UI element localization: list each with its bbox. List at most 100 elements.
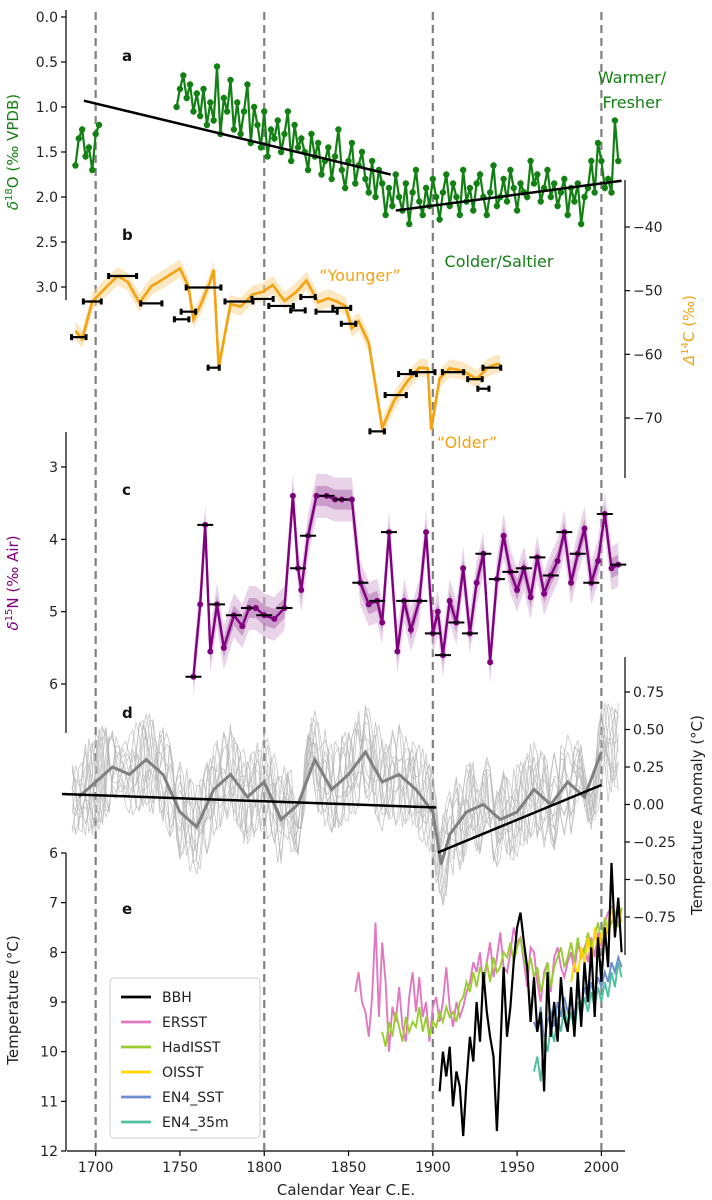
panel-a-point xyxy=(527,157,534,165)
panel-d-ensemble-member xyxy=(71,708,619,884)
panel-c-point xyxy=(239,623,246,630)
x-axis-tick-label: 1950 xyxy=(499,1160,535,1176)
panel-d-mean-line xyxy=(77,749,603,865)
panel-c-point xyxy=(207,648,214,655)
axes: 0.0 0.5 1.0 1.5 2.0 2.5 3.0 δ18O (‰ VPDB) −40 −50… xyxy=(4,10,706,1199)
panel-c-point xyxy=(298,586,305,593)
panel-b-error-cap xyxy=(408,369,412,376)
panel-a-point xyxy=(95,121,103,129)
panel-c-point xyxy=(595,558,602,565)
panel-d-y-axis-tick-label: 0.75 xyxy=(633,685,664,701)
panel-d-ensemble-member xyxy=(71,705,619,876)
panel-a-point xyxy=(372,193,379,201)
panel-c-point xyxy=(379,619,386,626)
panel-a-point xyxy=(230,126,238,133)
panel-e-y-axis-label: Temperature (°C) xyxy=(4,935,22,1065)
panel-d-y-axis-tick-label: −0.75 xyxy=(633,910,676,926)
panel-a-point xyxy=(227,76,234,84)
panel-e-y-axis-tick-label: 10 xyxy=(40,1045,58,1061)
panel-b-error-cap xyxy=(349,304,353,311)
panel-d-y-axis-tick-label: −0.50 xyxy=(633,873,676,889)
panel-a-point xyxy=(223,108,231,115)
panel-c-point xyxy=(608,565,615,572)
panel-b-error-cap xyxy=(223,298,227,305)
panel-b-error-cap xyxy=(267,302,271,309)
panel-a-point xyxy=(486,189,494,196)
panel-a-point xyxy=(207,99,214,106)
panel-d-y-axis-tick-label: 0.50 xyxy=(633,723,664,739)
panel-e-y-axis-tick-label: 6 xyxy=(49,846,58,862)
panel-a-point xyxy=(331,153,339,160)
panel-b-error-cap xyxy=(99,298,103,305)
panel-a-point xyxy=(304,166,312,174)
panel-a-point xyxy=(416,198,423,205)
panel-e-y-axis-tick-label: 7 xyxy=(49,896,58,912)
panel-a-point xyxy=(493,202,501,210)
panel-b-error-cap xyxy=(84,334,88,341)
panel-a-point xyxy=(193,90,201,97)
panel-a-trend-line xyxy=(83,99,391,176)
panel-a-point xyxy=(561,175,568,183)
panel-b-error-cap xyxy=(135,273,139,280)
panel-b-error-cap xyxy=(107,273,111,280)
panel-a-trend-line xyxy=(395,179,622,212)
legend-label-ersst: ERSST xyxy=(162,1015,207,1031)
panel-a-point xyxy=(503,198,511,205)
panel-e: e BBH ERSST HadISST OISST EN4_SST EN4_35m xyxy=(109,862,623,1139)
panel-d-y-axis-tick-label: 0.00 xyxy=(633,798,664,814)
panel-b-error-cap xyxy=(487,385,491,392)
panel-c-y-axis-tick-label: 4 xyxy=(49,532,58,548)
panel-a-point xyxy=(598,157,605,165)
panel-c: c xyxy=(122,473,627,699)
panel-a-point xyxy=(213,63,221,70)
panel-a-point xyxy=(453,193,460,201)
panel-b-y-axis-tick-label: −50 xyxy=(633,284,663,300)
x-axis-tick-label: 1900 xyxy=(415,1160,451,1176)
panel-d-ensemble-member xyxy=(71,711,619,861)
panel-b-series-line xyxy=(74,266,501,433)
panel-c-outer-band xyxy=(193,473,619,699)
panel-b-error-cap xyxy=(462,369,466,376)
panel-c-point xyxy=(348,496,355,503)
panel-c-point xyxy=(271,615,278,622)
panel-b-error-cap xyxy=(476,385,480,392)
panel-b-error-cap xyxy=(382,428,386,435)
panel-b-error-cap xyxy=(466,376,470,383)
panel-a-point xyxy=(298,135,305,142)
panel-a-point xyxy=(291,121,298,129)
panel-c-point xyxy=(423,529,430,536)
panel-b-error-cap xyxy=(331,304,335,311)
panel-a-point xyxy=(338,166,345,174)
panel-a-point xyxy=(365,189,372,196)
panel-a-point xyxy=(308,130,315,138)
panel-a-point xyxy=(456,211,463,219)
panel-b-error-cap xyxy=(404,392,408,399)
panel-a-point xyxy=(449,180,457,187)
panel-a-point xyxy=(547,193,555,201)
panel-a-point xyxy=(328,175,335,183)
panel-b-error-cap xyxy=(299,294,303,301)
panel-a-point xyxy=(210,117,217,124)
panel-a-point xyxy=(385,184,393,192)
panel-c-point xyxy=(527,594,534,601)
panel-a-y-axis-tick-label: 0.0 xyxy=(36,10,58,26)
legend-label-oisst: OISST xyxy=(162,1065,204,1081)
panel-a-point xyxy=(176,85,184,93)
panel-e-series-bbh xyxy=(438,862,623,1137)
panel-a-point xyxy=(85,144,93,151)
legend-label-hadisst: HadISST xyxy=(162,1040,221,1056)
panel-a-point xyxy=(271,135,278,142)
panel-a-point xyxy=(264,153,271,160)
panel-a-point xyxy=(267,126,275,133)
panel-b-error-cap xyxy=(172,316,176,323)
panel-a-point xyxy=(183,94,190,102)
panel-a-point xyxy=(75,135,83,142)
panel-a-point xyxy=(517,180,524,187)
panel-a-point xyxy=(382,211,389,219)
panel-c-y-axis-tick-label: 5 xyxy=(49,605,58,621)
panel-a-point xyxy=(557,189,565,196)
panel-a-point xyxy=(422,184,430,192)
panel-a-point xyxy=(257,144,265,151)
panel-b-error-cap xyxy=(179,308,183,315)
panel-a-point xyxy=(564,211,571,219)
